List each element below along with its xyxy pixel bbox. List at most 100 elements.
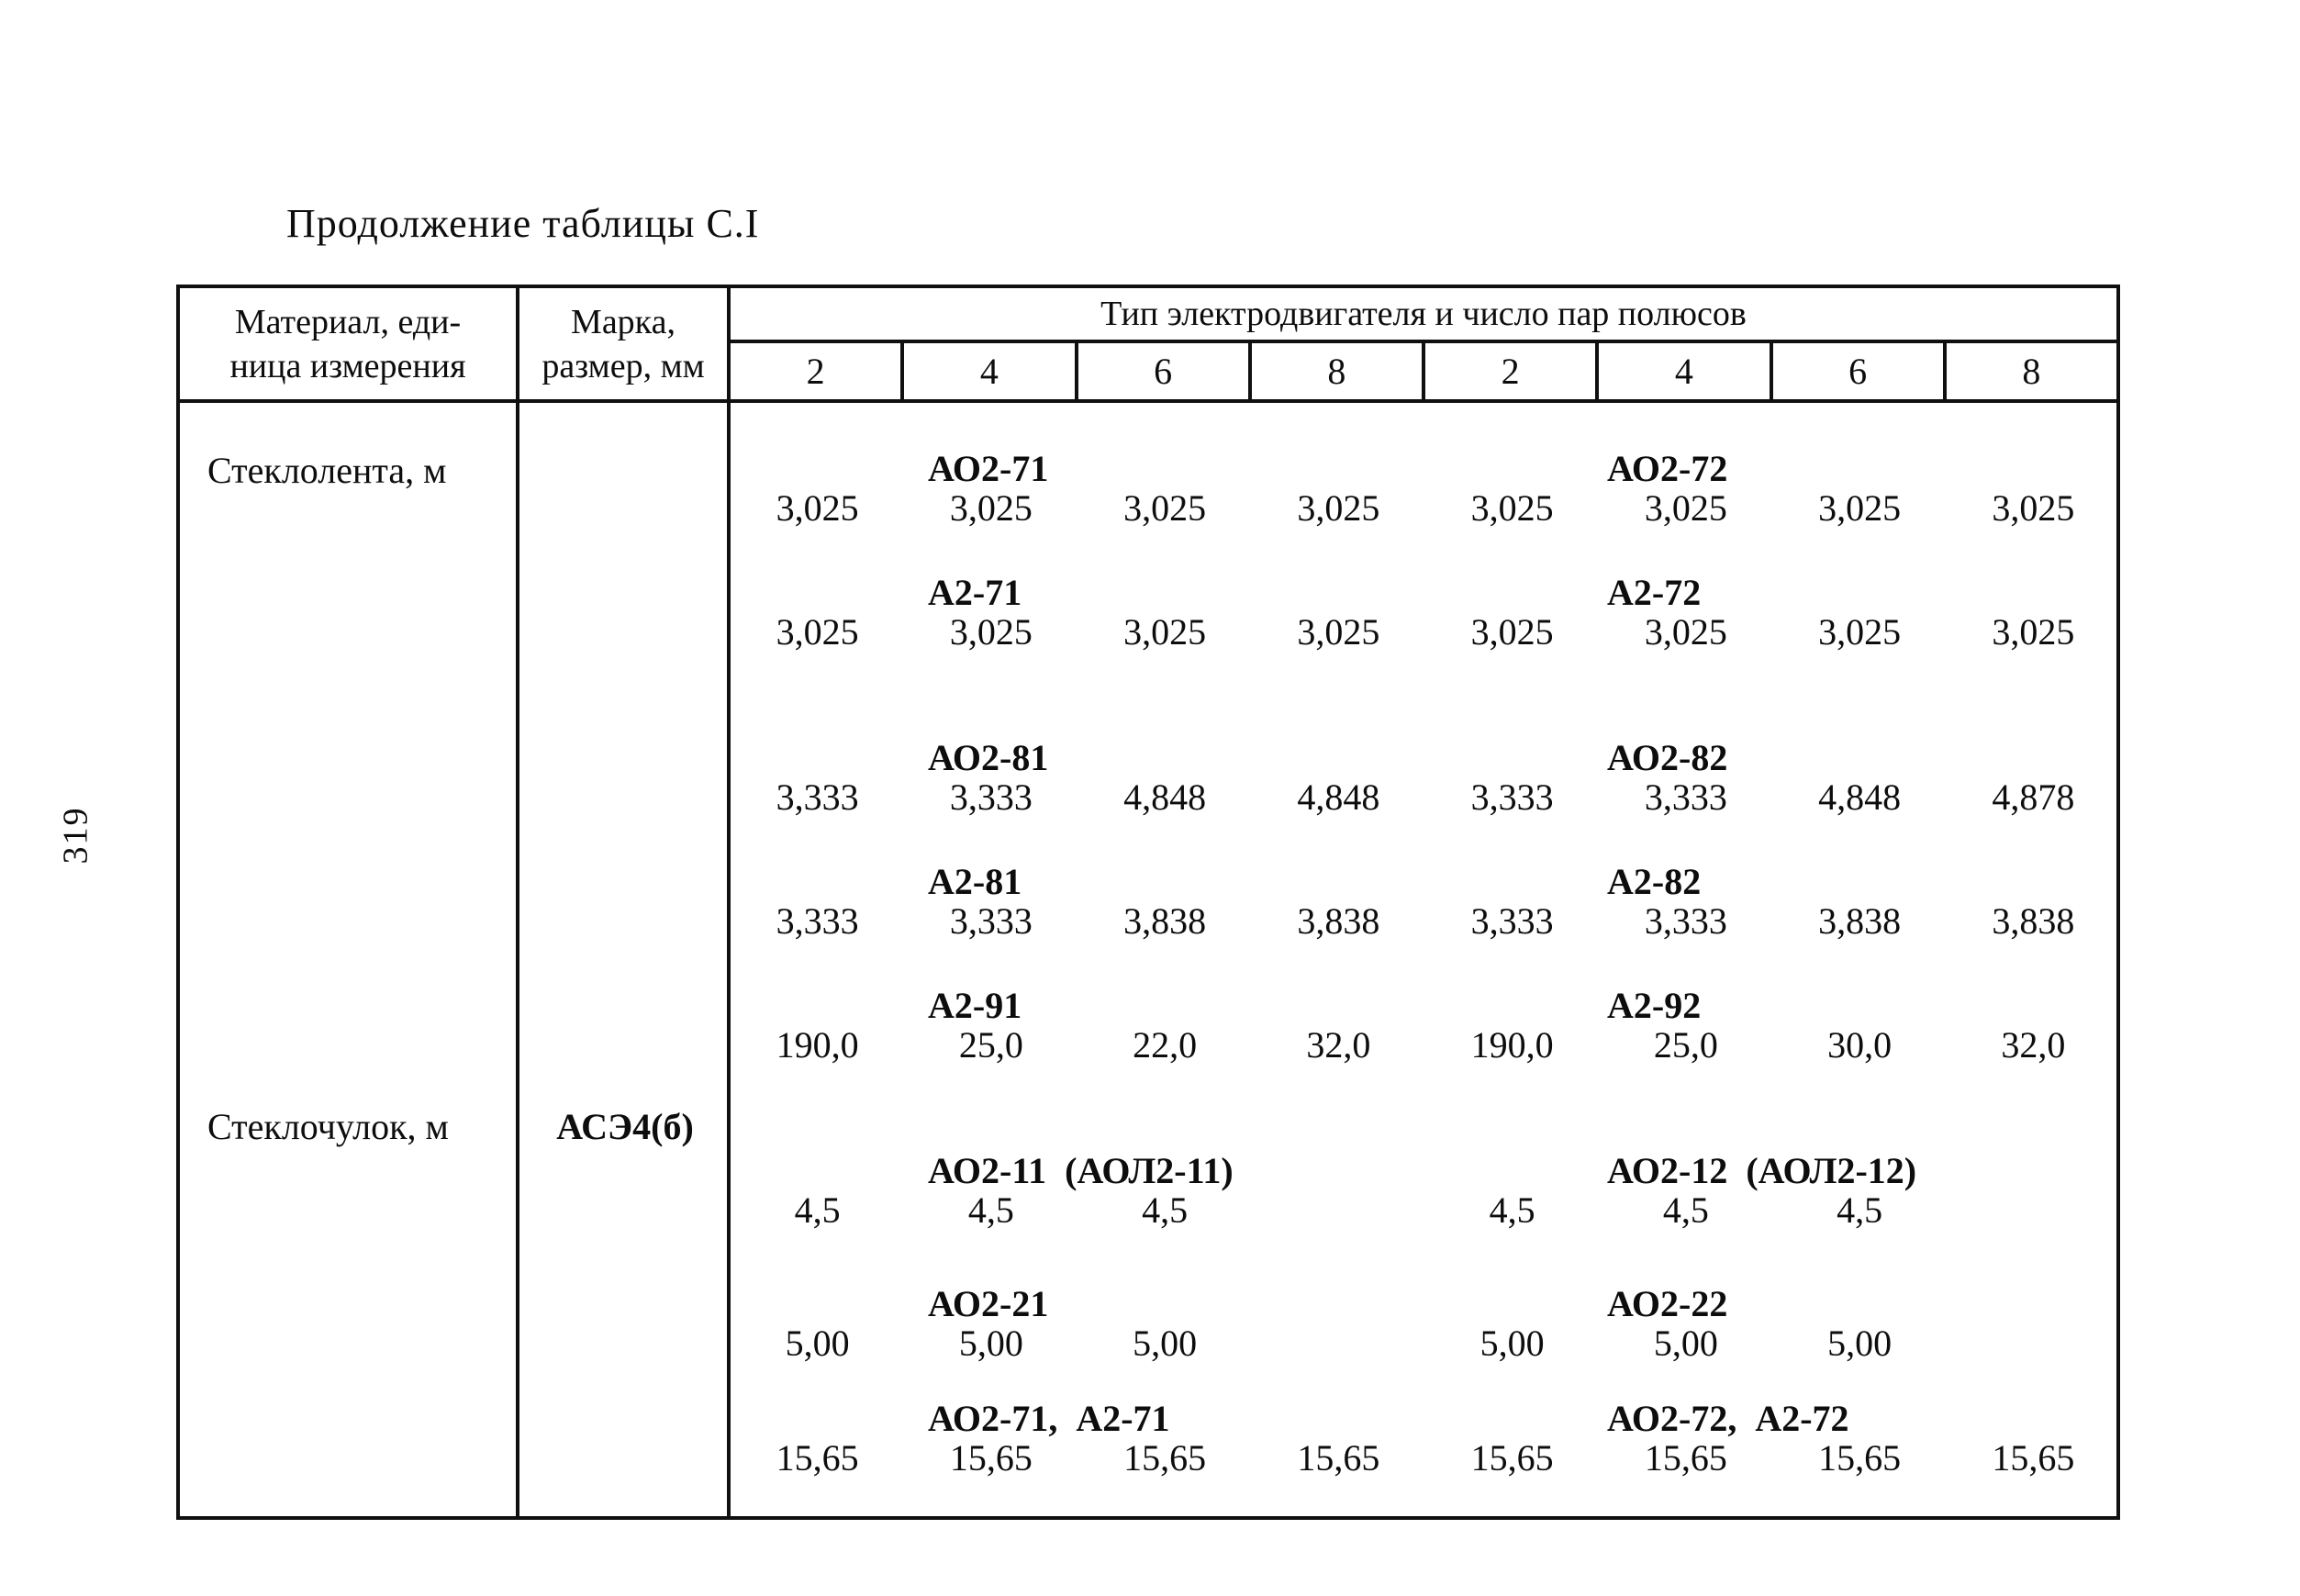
value-cell: 4,848 (1297, 776, 1380, 818)
table-row: АО2-71, А2-71 АО2-72, А2-72 15,65 15,65 … (731, 1397, 2120, 1479)
value-cell: 25,0 (958, 1024, 1023, 1066)
motor-label-left: АО2-21 (928, 1283, 1049, 1324)
column-divider (727, 403, 731, 1516)
pole-count-cell: 2 (731, 343, 905, 399)
mark-header-line1: Марка, (571, 302, 675, 341)
motor-label-right: АО2-82 (1607, 737, 1728, 778)
value-cell: 3,333 (1644, 776, 1727, 818)
table-body: Стеклолента, м Стеклочулок, м АСЭ4(б) АО… (180, 403, 2116, 1516)
value-cell: 3,025 (1644, 611, 1727, 653)
motor-label-right: АО2-72 (1607, 448, 1728, 489)
table-row: А2-71 А2-72 3,025 3,025 3,025 3,025 3,02… (731, 571, 2120, 653)
motor-label-right: А2-92 (1607, 985, 1702, 1026)
value-cell: 3,838 (1992, 900, 2075, 942)
value-cell: 15,65 (1297, 1437, 1380, 1479)
value-cell: 3,333 (776, 900, 859, 942)
value-cell: 15,65 (949, 1437, 1033, 1479)
material-header-cell: Материал, еди- ница измерения (180, 288, 519, 399)
material-header-line2: ница измерения (229, 346, 466, 385)
value-cell: 15,65 (1818, 1437, 1902, 1479)
motor-label-right: АО2-12 (АОЛ2-12) (1607, 1150, 1917, 1191)
value-cell: 3,025 (949, 611, 1033, 653)
value-cell: 5,00 (785, 1323, 850, 1364)
motor-label-right: АО2-22 (1607, 1283, 1728, 1324)
value-cell (1947, 1323, 2120, 1365)
value-cell (1252, 1189, 1425, 1232)
doc-title: Продолжение таблицы С.I (286, 201, 760, 246)
motor-type-header-title: Тип электродвигателя и число пар полюсов (731, 288, 2116, 343)
value-cell (1252, 1323, 1425, 1365)
value-cell: 4,5 (1489, 1189, 1535, 1231)
value-cell: 3,025 (1470, 611, 1554, 653)
material-name: Стеклолента, м (207, 450, 447, 491)
value-cell: 5,00 (958, 1323, 1023, 1364)
table-header: Материал, еди- ница измерения Марка, раз… (180, 288, 2116, 403)
pole-count-cell: 6 (1773, 343, 1947, 399)
table-row: АО2-81 АО2-82 3,333 3,333 4,848 4,848 3,… (731, 736, 2120, 819)
motor-label-left: АО2-71, А2-71 (928, 1398, 1170, 1439)
value-cell: 3,838 (1818, 900, 1902, 942)
value-cell: 22,0 (1133, 1024, 1198, 1066)
value-cell: 3,333 (776, 776, 859, 818)
value-cell: 15,65 (776, 1437, 859, 1479)
motor-label-left: АО2-71 (928, 448, 1049, 489)
value-cell: 4,848 (1123, 776, 1207, 818)
pole-count-cell: 4 (904, 343, 1078, 399)
mark-header-line2: размер, мм (542, 346, 705, 385)
value-cell: 4,5 (1837, 1189, 1883, 1231)
value-cell: 15,65 (1992, 1437, 2075, 1479)
value-cell: 4,5 (1662, 1189, 1709, 1231)
value-cell: 32,0 (1306, 1024, 1371, 1066)
pole-count-cell: 4 (1599, 343, 1773, 399)
value-cell: 3,025 (1992, 611, 2075, 653)
material-name: Стеклочулок, м (207, 1106, 449, 1147)
table-row: АО2-11 (АОЛ2-11) АО2-12 (АОЛ2-12) 4,5 4,… (731, 1149, 2120, 1232)
value-cell: 3,333 (949, 900, 1033, 942)
table: Материал, еди- ница измерения Марка, раз… (176, 285, 2120, 1520)
column-divider (516, 403, 519, 1516)
value-cell: 30,0 (1827, 1024, 1892, 1066)
page-number: 319 (53, 782, 97, 888)
value-cell: 3,333 (1470, 900, 1554, 942)
value-cell: 5,00 (1479, 1323, 1545, 1364)
motor-label-left: А2-91 (928, 985, 1022, 1026)
value-cell: 3,838 (1297, 900, 1380, 942)
value-cell: 15,65 (1644, 1437, 1727, 1479)
value-cell: 4,878 (1992, 776, 2075, 818)
value-cell: 5,00 (1133, 1323, 1198, 1364)
value-cell: 4,5 (794, 1189, 841, 1231)
value-cell: 4,848 (1818, 776, 1902, 818)
pole-count-cell: 8 (1252, 343, 1425, 399)
motor-label-left: АО2-81 (928, 737, 1049, 778)
value-cell: 3,025 (949, 487, 1033, 529)
motor-label-right: АО2-72, А2-72 (1607, 1398, 1849, 1439)
value-cell: 4,5 (967, 1189, 1014, 1231)
pole-count-row: 2 4 6 8 2 4 6 8 (731, 343, 2116, 399)
value-cell: 5,00 (1827, 1323, 1892, 1364)
table-row: АО2-21 АО2-22 5,00 5,00 5,00 5,00 5,00 5… (731, 1282, 2120, 1365)
motor-label-left: А2-71 (928, 572, 1022, 613)
value-cell: 3,025 (776, 611, 859, 653)
value-cell: 3,838 (1123, 900, 1207, 942)
value-cell: 3,025 (1644, 487, 1727, 529)
value-cell: 3,333 (1644, 900, 1727, 942)
page-number-text: 319 (56, 806, 95, 865)
pole-count-cell: 8 (2022, 351, 2041, 392)
value-cell: 190,0 (776, 1024, 859, 1066)
value-cell: 32,0 (2001, 1024, 2066, 1066)
data-columns: АО2-71 АО2-72 3,025 3,025 3,025 3,025 3,… (731, 403, 2120, 1479)
value-cell: 15,65 (1123, 1437, 1207, 1479)
motor-label-right: А2-82 (1607, 861, 1702, 902)
value-cell: 3,333 (949, 776, 1033, 818)
table-row: А2-81 А2-82 3,333 3,333 3,838 3,838 3,33… (731, 860, 2120, 943)
motor-label-left: А2-81 (928, 861, 1022, 902)
value-cell: 3,025 (1297, 611, 1380, 653)
value-cell: 3,025 (1992, 487, 2075, 529)
motor-label-right: А2-72 (1607, 572, 1702, 613)
motor-type-header: Тип электродвигателя и число пар полюсов… (731, 288, 2116, 399)
value-cell: 190,0 (1470, 1024, 1554, 1066)
value-cell: 25,0 (1653, 1024, 1718, 1066)
pole-count-cell: 2 (1425, 343, 1600, 399)
value-cell: 3,025 (776, 487, 859, 529)
material-header-line1: Материал, еди- (234, 302, 462, 341)
